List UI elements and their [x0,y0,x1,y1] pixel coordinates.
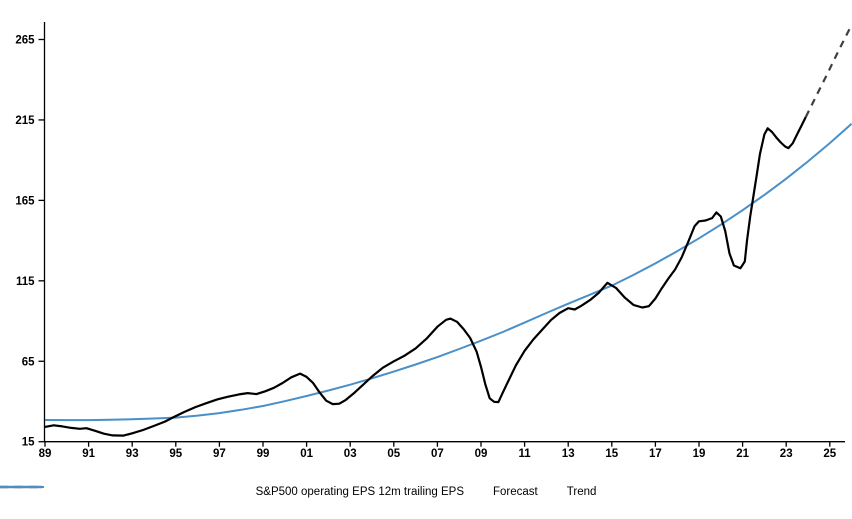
x-tick-label: 09 [475,448,488,460]
x-tick-label: 01 [300,448,313,460]
x-tick-label: 03 [344,448,357,460]
y-tick-label: 165 [15,195,35,207]
x-tick-label: 07 [431,448,444,460]
x-tick-label: 89 [39,448,52,460]
y-tick-label: 65 [22,356,35,368]
x-tick-label: 95 [169,448,182,460]
chart-legend: S&P500 operating EPS 12m trailing EPS Fo… [0,484,852,502]
legend-item-forecast: Forecast [0,485,538,499]
legend-label-forecast: Forecast [493,486,538,499]
y-tick-label: 215 [15,115,35,127]
x-tick-label: 91 [82,448,95,460]
legend-item-eps: S&P500 operating EPS 12m trailing EPS [0,485,465,499]
x-tick-label: 17 [649,448,662,460]
x-tick-label: 97 [213,448,226,460]
x-tick-label: 11 [519,448,532,460]
y-tick-label: 15 [22,437,35,449]
x-tick-label: 13 [562,448,575,460]
legend-label-eps: S&P500 operating EPS 12m trailing EPS [255,486,465,499]
x-tick-label: 23 [780,448,793,460]
forecast-line [804,26,852,118]
x-tick-label: 93 [126,448,139,460]
x-tick-label: 15 [605,448,618,460]
legend-label-trend: Trend [566,486,597,499]
x-tick-label: 99 [257,448,270,460]
y-tick-label: 265 [15,35,35,47]
trend-line [44,123,852,422]
x-tick-label: 19 [693,448,706,460]
legend-item-trend: Trend [0,486,597,499]
x-tick-label: 25 [823,448,836,460]
x-tick-label: 21 [736,448,749,460]
trend-line-swatch-icon [0,486,44,488]
x-tick-label: 05 [387,448,400,460]
eps-line [44,116,807,437]
y-tick-label: 115 [16,276,35,288]
